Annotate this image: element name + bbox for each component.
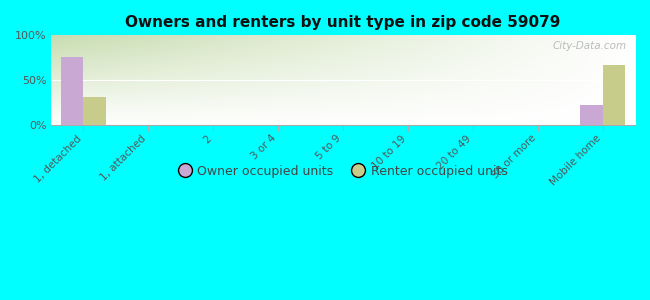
- Bar: [603, 65, 625, 125]
- Text: City-Data.com: City-Data.com: [552, 41, 626, 51]
- Bar: [580, 105, 603, 125]
- Legend: Owner occupied units, Renter occupied units: Owner occupied units, Renter occupied un…: [174, 160, 512, 183]
- Title: Owners and renters by unit type in zip code 59079: Owners and renters by unit type in zip c…: [125, 15, 560, 30]
- Bar: [60, 57, 83, 125]
- Bar: [83, 97, 106, 125]
